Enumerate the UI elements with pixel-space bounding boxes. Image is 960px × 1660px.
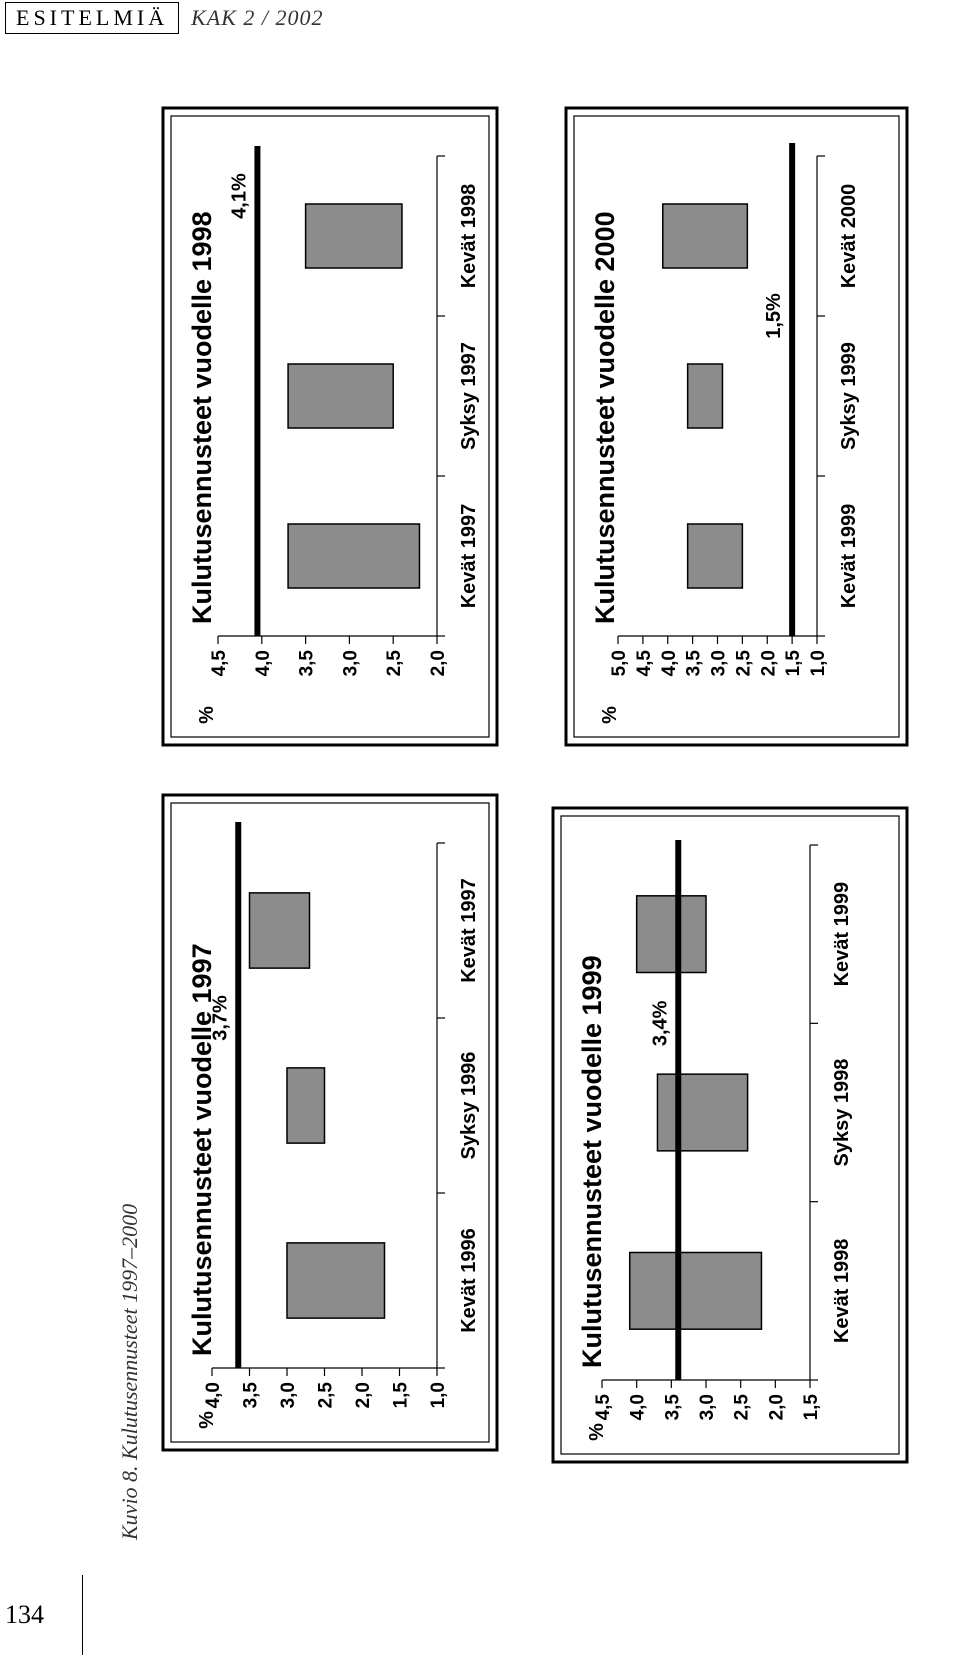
category-label: Kevät 1996 <box>458 1228 480 1333</box>
unit-label: % <box>599 706 621 724</box>
value-tick-label: 2,0 <box>428 650 449 676</box>
category-label: Syksy 1997 <box>458 342 480 450</box>
page-header: ESITELMIÄ KAK 2 / 2002 <box>5 2 324 34</box>
chart-frame-outer <box>161 106 499 747</box>
chart-title: Kulutusennusteet vuodelle 1999 <box>577 955 607 1368</box>
value-tick-label: 3,0 <box>340 650 361 676</box>
unit-label: % <box>196 706 218 724</box>
value-tick-label: 3,0 <box>709 650 730 676</box>
forecast-bar <box>286 1067 326 1144</box>
page-number: 134 <box>5 1600 44 1629</box>
value-tick-label: 3,5 <box>684 650 705 677</box>
forecast-bar <box>656 1073 749 1152</box>
category-label: Kevät 1997 <box>458 878 480 983</box>
forecast-bar <box>628 1251 763 1330</box>
chart-title: Kulutusennusteet vuodelle 2000 <box>590 211 620 624</box>
realized-value-label: 3,4% <box>649 1000 671 1046</box>
value-tick-label: 4,0 <box>203 1382 224 1408</box>
category-label: Syksy 1996 <box>458 1052 480 1160</box>
value-tick-label: 4,0 <box>659 650 680 676</box>
unit-label: % <box>196 1411 218 1429</box>
value-tick-label: 4,0 <box>628 1394 649 1420</box>
chart-frame-inner <box>560 815 900 1455</box>
value-tick-label: 3,5 <box>241 1382 262 1409</box>
chart-title: Kulutusennusteet vuodelle 1998 <box>187 211 217 624</box>
realized-value-label: 4,1% <box>228 173 250 219</box>
category-label: Kevät 1999 <box>831 882 853 987</box>
chart-frame-outer <box>161 793 499 1452</box>
value-tick-label: 2,0 <box>766 1394 787 1420</box>
chart-frame-inner <box>170 115 490 738</box>
value-tick-label: 4,0 <box>253 650 274 676</box>
value-tick-label: 4,5 <box>209 650 230 677</box>
value-tick-label: 2,0 <box>758 650 779 676</box>
category-label: Kevät 1998 <box>831 1239 853 1344</box>
category-label: Kevät 1999 <box>838 504 860 609</box>
value-tick-label: 1,0 <box>428 1382 449 1408</box>
value-tick-label: 5,0 <box>609 650 630 676</box>
realized-value-label: 1,5% <box>763 293 785 339</box>
value-tick-label: 3,5 <box>662 1394 683 1421</box>
forecast-bar <box>686 363 724 429</box>
forecast-bar <box>286 1242 386 1319</box>
category-label: Syksy 1998 <box>831 1059 853 1167</box>
journal-label: KAK 2 / 2002 <box>191 5 324 30</box>
value-tick-label: 2,0 <box>353 1382 374 1408</box>
value-tick-label: 1,5 <box>801 1394 822 1421</box>
section-label: ESITELMIÄ <box>5 2 180 34</box>
value-tick-label: 4,5 <box>634 650 655 677</box>
chart-frame-outer <box>564 106 909 747</box>
realized-value-label: 3,7% <box>209 995 231 1041</box>
chart-frame-inner <box>573 115 900 738</box>
category-label: Kevät 1998 <box>458 184 480 289</box>
value-tick-label: 2,5 <box>732 1394 753 1421</box>
forecast-bar <box>635 895 707 974</box>
forecast-bar <box>248 892 311 969</box>
value-tick-label: 3,0 <box>697 1394 718 1420</box>
page-number-rule <box>82 1575 83 1655</box>
value-tick-label: 2,5 <box>384 650 405 677</box>
forecast-bar <box>287 363 394 429</box>
chart-frame-outer <box>551 806 909 1464</box>
chart-frame-inner <box>170 802 490 1443</box>
category-label: Kevät 2000 <box>838 184 860 289</box>
chart-title: Kulutusennusteet vuodelle 1997 <box>187 943 217 1356</box>
forecast-bar <box>287 523 421 589</box>
category-label: Kevät 1997 <box>458 504 480 609</box>
forecast-bar <box>304 203 403 269</box>
value-tick-label: 3,0 <box>278 1382 299 1408</box>
forecast-bar <box>686 523 744 589</box>
value-tick-label: 2,5 <box>316 1382 337 1409</box>
category-label: Syksy 1999 <box>838 342 860 450</box>
forecast-bar <box>662 203 749 269</box>
unit-label: % <box>586 1423 608 1441</box>
value-tick-label: 1,5 <box>783 650 804 677</box>
value-tick-label: 4,5 <box>593 1394 614 1421</box>
value-tick-label: 3,5 <box>297 650 318 677</box>
value-tick-label: 1,0 <box>808 650 829 676</box>
value-tick-label: 2,5 <box>733 650 754 677</box>
value-tick-label: 1,5 <box>391 1382 412 1409</box>
